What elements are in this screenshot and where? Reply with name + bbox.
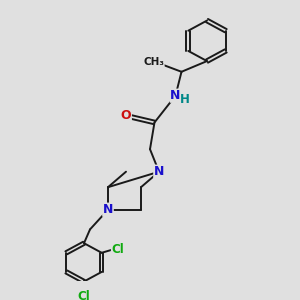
Text: H: H bbox=[180, 93, 190, 106]
Text: N: N bbox=[103, 203, 113, 216]
Text: O: O bbox=[121, 109, 131, 122]
Text: Cl: Cl bbox=[77, 290, 90, 300]
Text: CH₃: CH₃ bbox=[143, 57, 164, 67]
Text: N: N bbox=[170, 89, 181, 102]
Text: Cl: Cl bbox=[112, 244, 124, 256]
Text: N: N bbox=[154, 165, 164, 178]
